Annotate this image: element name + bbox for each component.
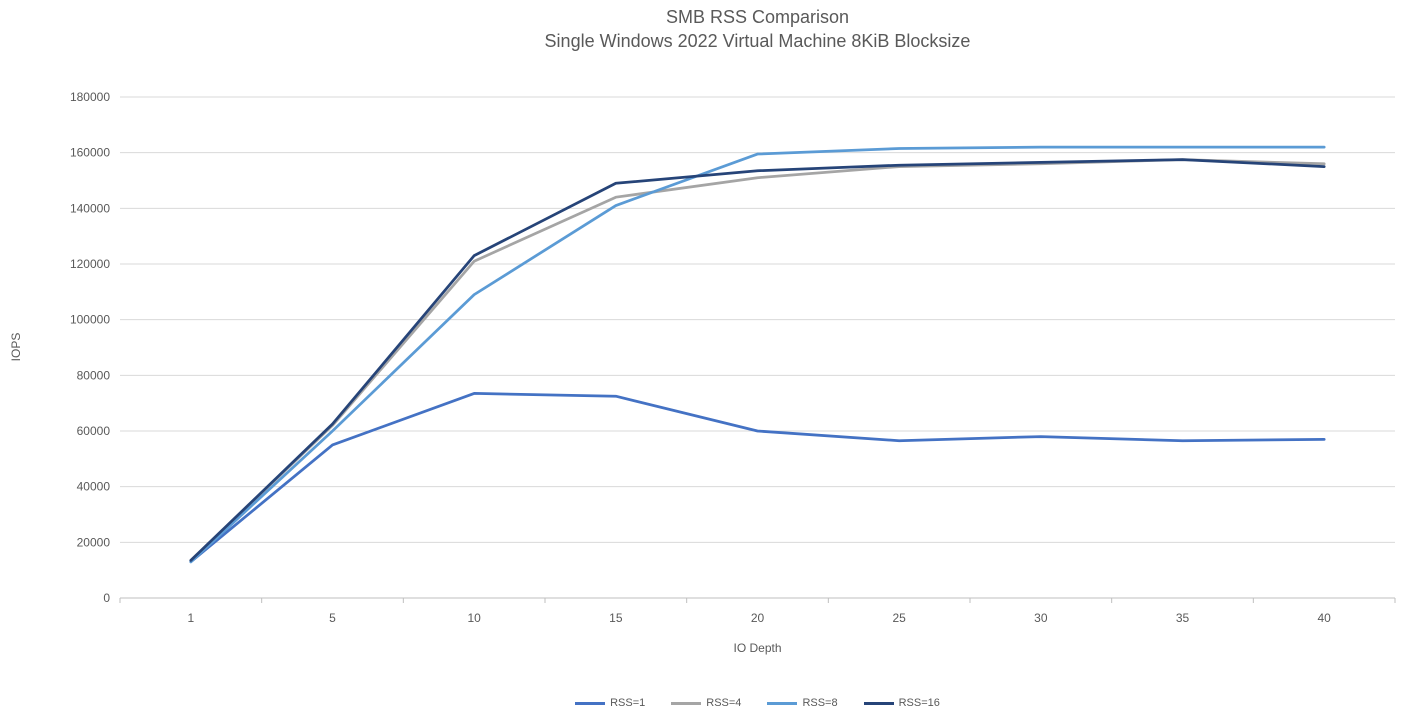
y-tick-label: 0 bbox=[103, 591, 110, 605]
x-tick-label: 35 bbox=[1176, 611, 1190, 625]
y-tick-label: 80000 bbox=[77, 368, 111, 382]
legend-item-rss-16: RSS=16 bbox=[863, 697, 940, 709]
y-axis-title: IOPS bbox=[9, 332, 23, 362]
y-tick-label: 180000 bbox=[70, 90, 110, 104]
chart-subtitle: Single Windows 2022 Virtual Machine 8KiB… bbox=[544, 31, 971, 51]
series-line-rss-4 bbox=[189, 158, 1326, 562]
legend-item-rss-1: RSS=1 bbox=[575, 697, 645, 709]
legend: RSS=1 RSS=4 RSS=8 RSS=16 bbox=[120, 697, 1395, 709]
y-tick-label: 100000 bbox=[70, 313, 110, 327]
y-tick-label: 160000 bbox=[70, 146, 110, 160]
legend-swatch-icon bbox=[767, 701, 798, 705]
y-tick-label: 60000 bbox=[77, 424, 111, 438]
x-tick-label: 1 bbox=[187, 611, 194, 625]
chart-title: SMB RSS Comparison bbox=[665, 7, 850, 27]
x-tick-label: 5 bbox=[329, 611, 336, 625]
legend-label: RSS=8 bbox=[802, 697, 838, 709]
legend-swatch-icon bbox=[863, 701, 894, 705]
legend-swatch-icon bbox=[575, 701, 606, 705]
legend-label: RSS=4 bbox=[706, 697, 742, 709]
legend-item-rss-4: RSS=4 bbox=[671, 697, 741, 709]
x-tick-label: 15 bbox=[609, 611, 623, 625]
x-axis-title: IO Depth bbox=[733, 641, 782, 655]
x-tick-label: 30 bbox=[1034, 611, 1048, 625]
legend-label: RSS=16 bbox=[898, 697, 940, 709]
x-tick-label: 25 bbox=[892, 611, 906, 625]
legend-swatch-icon bbox=[671, 701, 702, 705]
x-tick-label: 20 bbox=[751, 611, 765, 625]
y-tick-label: 140000 bbox=[70, 201, 110, 215]
y-tick-label: 20000 bbox=[77, 535, 111, 549]
legend-label: RSS=1 bbox=[610, 697, 646, 709]
x-tick-label: 40 bbox=[1317, 611, 1331, 625]
series-line-rss-16 bbox=[189, 158, 1326, 562]
y-tick-label: 40000 bbox=[77, 480, 111, 494]
legend-item-rss-8: RSS=8 bbox=[767, 697, 838, 709]
series-line-rss-1 bbox=[189, 392, 1326, 564]
x-tick-label: 10 bbox=[467, 611, 481, 625]
series-line-rss-8 bbox=[189, 145, 1326, 564]
y-tick-label: 120000 bbox=[70, 257, 110, 271]
